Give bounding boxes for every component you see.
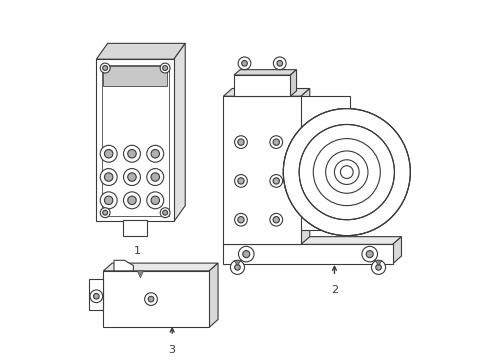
Polygon shape (137, 271, 143, 278)
Circle shape (283, 109, 409, 235)
Circle shape (151, 196, 159, 204)
Circle shape (269, 213, 282, 226)
Polygon shape (96, 43, 185, 59)
Circle shape (283, 109, 409, 235)
Circle shape (238, 57, 250, 70)
Circle shape (100, 192, 117, 209)
Polygon shape (89, 279, 103, 310)
Circle shape (163, 66, 167, 71)
Polygon shape (174, 43, 185, 221)
Circle shape (361, 246, 377, 262)
Circle shape (163, 210, 167, 215)
Circle shape (160, 63, 170, 73)
Circle shape (151, 149, 159, 158)
Circle shape (93, 293, 99, 299)
Circle shape (230, 260, 244, 274)
Circle shape (237, 139, 244, 145)
Polygon shape (114, 260, 133, 271)
Circle shape (371, 260, 385, 274)
Polygon shape (392, 237, 401, 264)
Polygon shape (300, 89, 309, 244)
Circle shape (272, 178, 279, 184)
Circle shape (102, 66, 107, 71)
Circle shape (234, 213, 247, 226)
Bar (103, 271, 209, 327)
Circle shape (104, 149, 113, 158)
Circle shape (269, 136, 282, 148)
Circle shape (237, 217, 244, 223)
Circle shape (276, 60, 282, 66)
Circle shape (100, 208, 110, 217)
Circle shape (234, 265, 240, 270)
Circle shape (100, 168, 117, 185)
Circle shape (146, 168, 163, 185)
Circle shape (146, 145, 163, 162)
Circle shape (127, 196, 136, 204)
Bar (103, 66, 166, 86)
Circle shape (90, 290, 102, 303)
Polygon shape (374, 260, 381, 266)
Circle shape (123, 168, 140, 185)
Circle shape (123, 145, 140, 162)
Circle shape (272, 217, 279, 223)
Polygon shape (290, 70, 296, 96)
Circle shape (104, 196, 113, 204)
Polygon shape (103, 263, 218, 271)
Circle shape (237, 178, 244, 184)
Circle shape (151, 173, 159, 181)
Bar (102, 64, 168, 216)
Bar (96, 59, 174, 221)
Circle shape (144, 293, 157, 305)
Circle shape (123, 192, 140, 209)
Text: 3: 3 (168, 345, 175, 355)
Text: 2: 2 (330, 285, 337, 295)
Bar (223, 244, 392, 264)
Polygon shape (223, 237, 401, 244)
Circle shape (242, 251, 249, 258)
Circle shape (269, 175, 282, 187)
Circle shape (375, 265, 381, 270)
Text: 1: 1 (133, 246, 140, 256)
Circle shape (100, 145, 117, 162)
Circle shape (100, 63, 110, 73)
Circle shape (234, 136, 247, 148)
Bar (233, 75, 290, 96)
Circle shape (127, 173, 136, 181)
Circle shape (102, 210, 107, 215)
Circle shape (127, 149, 136, 158)
Polygon shape (209, 263, 218, 327)
Circle shape (238, 246, 253, 262)
Circle shape (241, 60, 247, 66)
Circle shape (273, 57, 285, 70)
Circle shape (160, 208, 170, 217)
Bar (223, 96, 300, 244)
Circle shape (104, 173, 113, 181)
Polygon shape (223, 89, 309, 96)
Bar (283, 96, 349, 230)
Circle shape (148, 296, 154, 302)
Circle shape (366, 251, 372, 258)
Circle shape (146, 192, 163, 209)
Polygon shape (233, 260, 241, 266)
Circle shape (234, 175, 247, 187)
Bar (122, 220, 147, 235)
Circle shape (272, 139, 279, 145)
Polygon shape (233, 70, 296, 75)
